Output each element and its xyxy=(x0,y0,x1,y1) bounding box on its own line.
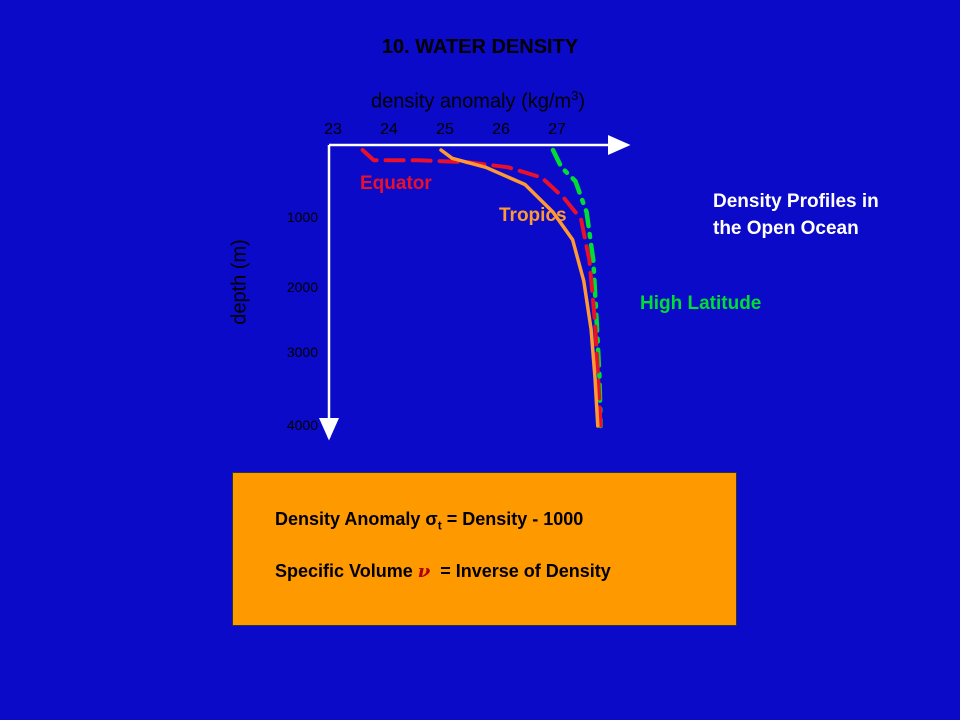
formula1-prefix: Density Anomaly σ xyxy=(275,509,438,529)
formula1-suffix: = Density - 1000 xyxy=(441,509,584,529)
formula2-prefix: Specific Volume xyxy=(275,561,418,581)
y-tick-label: 4000 xyxy=(287,417,318,433)
side-note-line2: the Open Ocean xyxy=(713,218,859,239)
specific-volume-formula: Specific Volume ν = Inverse of Density xyxy=(275,561,611,582)
x-tick-label: 25 xyxy=(436,121,454,138)
x-tick-label: 23 xyxy=(324,121,342,138)
x-axis-label: density anomaly (kg/m3) xyxy=(0,88,958,114)
series-line-equator xyxy=(360,148,603,428)
y-tick-label: 2000 xyxy=(287,279,318,295)
x-tick-label: 24 xyxy=(380,121,398,138)
slide-title: 10. WATER DENSITY xyxy=(381,36,579,58)
y-tick-label: 1000 xyxy=(287,209,318,225)
formula2-suffix: = Inverse of Density xyxy=(430,561,611,581)
x-tick-label: 27 xyxy=(548,121,566,138)
x-axis-label-end: ) xyxy=(578,90,585,113)
series-line-high-latitude xyxy=(550,147,603,429)
y-tick-label: 3000 xyxy=(287,344,318,360)
nu-symbol: ν xyxy=(417,561,431,582)
side-note: Density Profiles in the Open Ocean xyxy=(713,188,943,242)
formula-box: Density Anomaly σt = Density - 1000 Spec… xyxy=(232,472,737,626)
series-line-tropics xyxy=(439,148,600,428)
x-axis-label-superscript: 3 xyxy=(571,88,579,103)
series-label-high-latitude: High Latitude xyxy=(640,293,762,314)
density-anomaly-formula: Density Anomaly σt = Density - 1000 xyxy=(275,509,583,533)
formula1-subscript: t xyxy=(437,518,442,533)
series-label-equator: Equator xyxy=(360,173,432,194)
side-note-line1: Density Profiles in xyxy=(713,191,879,212)
series-label-tropics: Tropics xyxy=(499,205,567,226)
x-axis-label-main: density anomaly (kg/m xyxy=(371,90,572,113)
x-tick-label: 26 xyxy=(492,121,510,138)
